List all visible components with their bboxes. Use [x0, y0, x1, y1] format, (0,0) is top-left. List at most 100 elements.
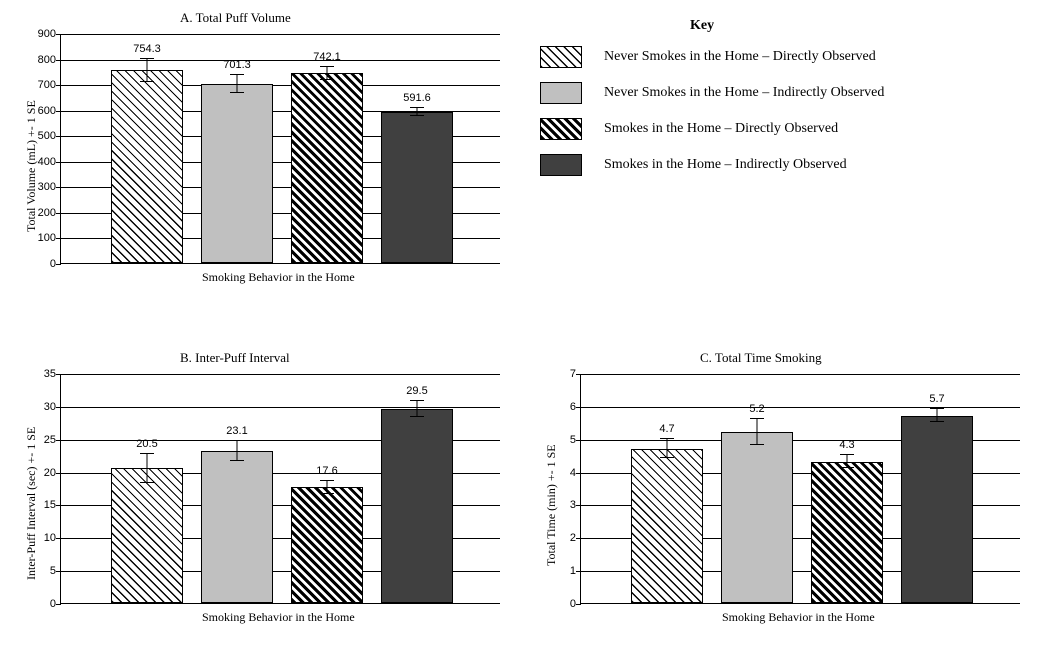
bar: 701.3: [201, 84, 273, 263]
bar-value-label: 17.6: [316, 465, 337, 477]
bar-value-label: 29.5: [406, 385, 427, 397]
error-bar: [237, 441, 238, 461]
bar-value-label: 754.3: [133, 43, 161, 55]
error-cap: [660, 457, 674, 458]
chart-a-ylabel: Total Volume (mL) +- 1 SE: [24, 100, 39, 232]
error-cap: [750, 418, 764, 419]
bar-fill: [901, 416, 973, 603]
bar-fill: [811, 462, 883, 603]
bar-fill: [291, 487, 363, 603]
yticklabel: 4: [570, 467, 581, 479]
error-cap: [840, 454, 854, 455]
chart-b-title: B. Inter-Puff Interval: [180, 350, 290, 366]
legend-label: Never Smokes in the Home – Indirectly Ob…: [604, 85, 884, 101]
legend-swatch: [540, 82, 582, 104]
yticklabel: 600: [38, 105, 61, 117]
chart-b-plot: 0510152025303520.523.117.629.5: [60, 374, 500, 604]
yticklabel: 5: [50, 565, 61, 577]
yticklabel: 2: [570, 532, 581, 544]
gridline: [581, 374, 1020, 375]
yticklabel: 0: [50, 258, 61, 270]
yticklabel: 0: [50, 598, 61, 610]
error-cap: [660, 438, 674, 439]
chart-c-title: C. Total Time Smoking: [700, 350, 822, 366]
yticklabel: 5: [570, 434, 581, 446]
bar: 29.5: [381, 409, 453, 603]
legend-title: Key: [690, 18, 714, 34]
bar: 5.7: [901, 416, 973, 603]
chart-c-plot: 012345674.75.24.35.7: [580, 374, 1020, 604]
error-cap: [410, 416, 424, 417]
bar-value-label: 701.3: [223, 59, 251, 71]
error-bar: [147, 454, 148, 483]
bar: 4.7: [631, 449, 703, 603]
chart-a: A. Total Puff Volume 0100200300400500600…: [10, 10, 520, 300]
gridline: [61, 407, 500, 408]
bar-value-label: 742.1: [313, 51, 341, 63]
yticklabel: 1: [570, 565, 581, 577]
error-bar: [147, 59, 148, 82]
error-cap: [930, 408, 944, 409]
error-cap: [320, 66, 334, 67]
yticklabel: 20: [44, 467, 61, 479]
yticklabel: 800: [38, 54, 61, 66]
legend-swatch: [540, 154, 582, 176]
error-cap: [230, 460, 244, 461]
chart-c-ylabel: Total Time (min) +- 1 SE: [544, 444, 559, 566]
legend-swatch: [540, 118, 582, 140]
chart-b-xlabel: Smoking Behavior in the Home: [202, 610, 355, 625]
yticklabel: 6: [570, 401, 581, 413]
error-cap: [140, 81, 154, 82]
error-cap: [320, 493, 334, 494]
error-cap: [320, 79, 334, 80]
bar-value-label: 4.7: [659, 423, 674, 435]
bar-value-label: 23.1: [226, 425, 247, 437]
bar-fill: [111, 468, 183, 603]
bar-fill: [381, 409, 453, 603]
chart-b-ylabel: Inter-Puff Interval (sec) +- 1 SE: [24, 427, 39, 580]
bar-value-label: 591.6: [403, 92, 431, 104]
legend-label: Smokes in the Home – Directly Observed: [604, 121, 838, 137]
yticklabel: 3: [570, 499, 581, 511]
error-cap: [230, 74, 244, 75]
legend-row: Smokes in the Home – Directly Observed: [540, 118, 838, 140]
error-cap: [140, 482, 154, 483]
bar: 23.1: [201, 451, 273, 603]
bar-fill: [381, 112, 453, 263]
legend-row: Smokes in the Home – Indirectly Observed: [540, 154, 847, 176]
yticklabel: 25: [44, 434, 61, 446]
gridline: [61, 374, 500, 375]
yticklabel: 100: [38, 232, 61, 244]
error-bar: [417, 401, 418, 417]
error-bar: [667, 439, 668, 459]
yticklabel: 7: [570, 368, 581, 380]
bar-fill: [201, 451, 273, 603]
bar-fill: [291, 73, 363, 263]
bar-fill: [721, 432, 793, 603]
bar-fill: [111, 70, 183, 263]
bar: 5.2: [721, 432, 793, 603]
bar-fill: [631, 449, 703, 603]
bar: 17.6: [291, 487, 363, 603]
yticklabel: 300: [38, 181, 61, 193]
error-cap: [840, 467, 854, 468]
yticklabel: 900: [38, 28, 61, 40]
yticklabel: 200: [38, 207, 61, 219]
bar-fill: [201, 84, 273, 263]
gridline: [581, 407, 1020, 408]
error-cap: [320, 480, 334, 481]
legend-swatch: [540, 46, 582, 68]
bar: 20.5: [111, 468, 183, 603]
error-cap: [410, 400, 424, 401]
legend-row: Never Smokes in the Home – Indirectly Ob…: [540, 82, 884, 104]
yticklabel: 15: [44, 499, 61, 511]
error-cap: [230, 440, 244, 441]
legend-row: Never Smokes in the Home – Directly Obse…: [540, 46, 876, 68]
chart-a-title: A. Total Puff Volume: [180, 10, 291, 26]
chart-c: C. Total Time Smoking 012345674.75.24.35…: [530, 350, 1040, 640]
yticklabel: 700: [38, 79, 61, 91]
bar-value-label: 5.7: [929, 393, 944, 405]
bar: 742.1: [291, 73, 363, 263]
error-cap: [140, 453, 154, 454]
yticklabel: 10: [44, 532, 61, 544]
